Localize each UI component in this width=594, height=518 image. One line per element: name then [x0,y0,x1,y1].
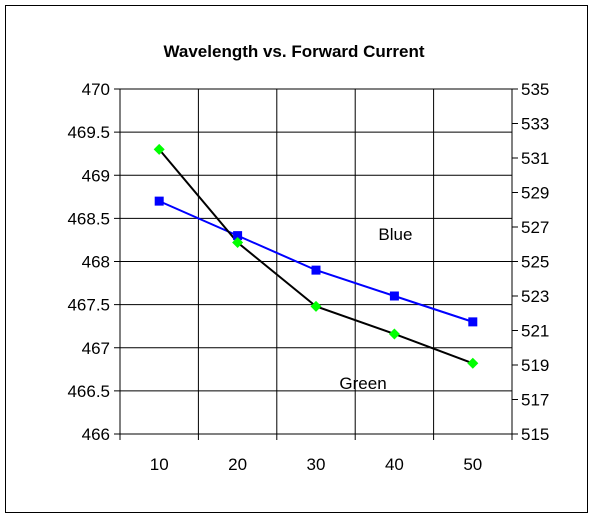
y-axis-tick-label: 470 [82,80,110,99]
y2-axis-tick-label: 515 [521,425,549,444]
y-axis-tick-label: 466.5 [67,382,110,401]
series-markers [153,143,479,369]
y2-axis-tick-label: 525 [521,253,549,272]
y-axis-tick-label: 466 [82,425,110,444]
x-axis-tick-label: 30 [307,455,326,474]
data-point-green [467,357,479,369]
x-axis-tick-label: 20 [228,455,247,474]
annotation-blue: Blue [378,225,412,244]
y2-axis-tick-label: 527 [521,218,549,237]
data-point-blue [311,265,321,275]
y-axis-tick-label: 469 [82,166,110,185]
series-lines [158,148,474,365]
x-axis-tick-label: 40 [385,455,404,474]
y2-axis-tick-label: 529 [521,184,549,203]
y2-axis-tick-label: 517 [521,391,549,410]
grid-lines [120,88,512,435]
chart-title: Wavelength vs. Forward Current [163,42,424,61]
annotation-green: Green [339,374,386,393]
y-axis-tick-label: 468 [82,253,110,272]
axes: 466 466.5 467 467.5 468 468.5 469 469.5 470 515 51… [67,80,549,474]
chart-svg: Wavelength vs. Forward Current 466466.54… [67,42,549,474]
data-point-green [310,300,322,312]
x-axis-tick-label: 50 [463,455,482,474]
data-point-blue [389,291,399,301]
y2-axis-tick-label: 533 [521,115,549,134]
annotations: Blue Green [339,225,412,393]
y2-axis-tick-label: 519 [521,356,549,375]
x-axis-tick-label: 10 [150,455,169,474]
y-axis-tick-label: 467 [82,339,110,358]
y-axis-tick-label: 469.5 [67,123,110,142]
y2-axis-tick-label: 535 [521,80,549,99]
chart-frame: Wavelength vs. Forward Current 466 466.5 4… [5,5,588,513]
y-axis-tick-label: 468.5 [67,209,110,228]
series-line-green [158,148,474,365]
y2-axis-tick-label: 531 [521,149,549,168]
data-point-blue [233,231,243,241]
y2-axis-tick-label: 523 [521,287,549,306]
data-point-green [153,143,165,155]
y2-axis-tick-label: 521 [521,322,549,341]
data-point-blue [468,317,478,327]
y-axis-tick-label: 467.5 [67,296,110,315]
data-point-green [232,237,244,249]
data-point-blue [154,196,164,206]
data-point-green [388,328,400,340]
